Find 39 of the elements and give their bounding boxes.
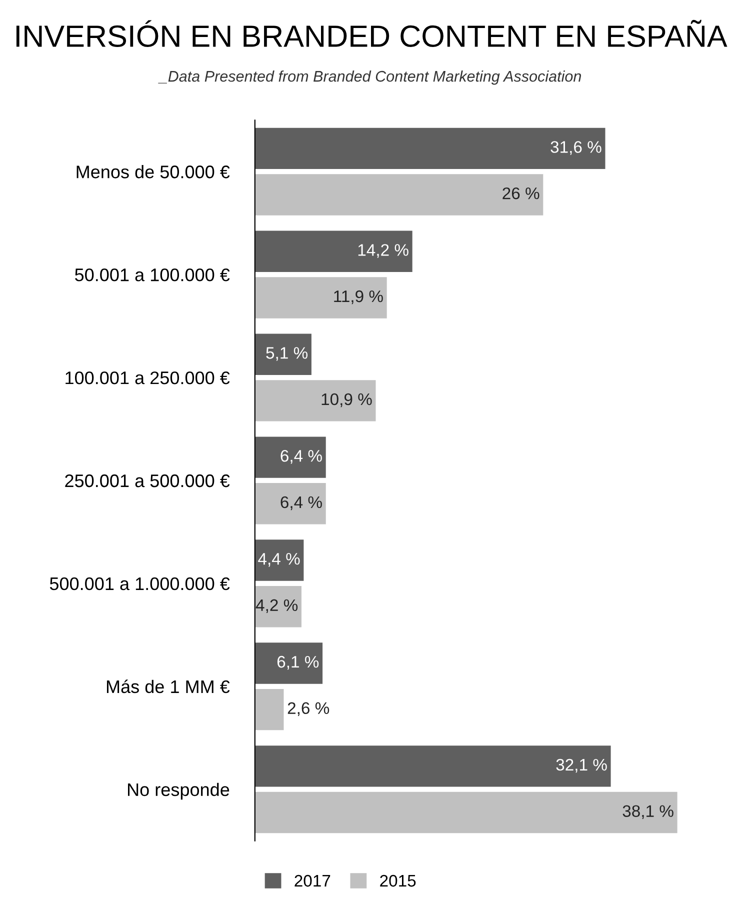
y-tick-label: 100.001 a 250.000 € [66, 371, 230, 384]
data-label: 5,1 % [266, 347, 308, 361]
data-label: 6,4 % [280, 496, 322, 510]
data-label: 10,9 % [322, 393, 372, 408]
chart-subtitle: _Data Presented from Branded Content Marketing Association [158, 70, 581, 85]
bar [254, 174, 544, 216]
data-label: 11,9 % [334, 290, 383, 304]
bar [254, 688, 284, 730]
legend-label: 2017 [294, 874, 330, 887]
y-tick-label: 50.001 a 100.000 € [75, 268, 230, 282]
data-label: 2,6 % [288, 702, 330, 716]
y-tick-label: 250.001 a 500.000 € [65, 474, 230, 488]
data-label: 4,4 % [258, 553, 300, 567]
bar [254, 277, 387, 318]
bar [254, 642, 323, 684]
bar [254, 483, 326, 524]
data-label: 31,6 % [550, 141, 602, 155]
bar [254, 334, 312, 375]
data-label: 6,4 % [280, 450, 322, 464]
data-label: 4,2 % [256, 599, 298, 614]
data-label: 38,1 % [622, 805, 674, 819]
data-label: 14,2 % [358, 244, 408, 258]
bar [254, 436, 326, 478]
bar [254, 540, 304, 581]
y-tick-label: Menos de 50.000 € [76, 165, 230, 178]
chart-title: INVERSIÓN EN BRANDED CONTENT EN ESPAÑA [16, 20, 728, 48]
bar [254, 230, 412, 272]
bar [254, 380, 376, 422]
y-tick-label: 500.001 a 1.000.000 € [50, 577, 230, 590]
y-tick-label: Más de 1 MM € [106, 680, 230, 694]
bar [254, 746, 611, 787]
bar [254, 128, 606, 170]
legend-label: 2015 [380, 874, 416, 887]
data-label: 6,1 % [277, 656, 319, 670]
y-tick-label: No responde [128, 782, 230, 800]
bar [254, 792, 678, 834]
data-label: 32,1 % [556, 758, 607, 773]
data-label: 26 % [502, 187, 540, 200]
bar [254, 586, 302, 628]
